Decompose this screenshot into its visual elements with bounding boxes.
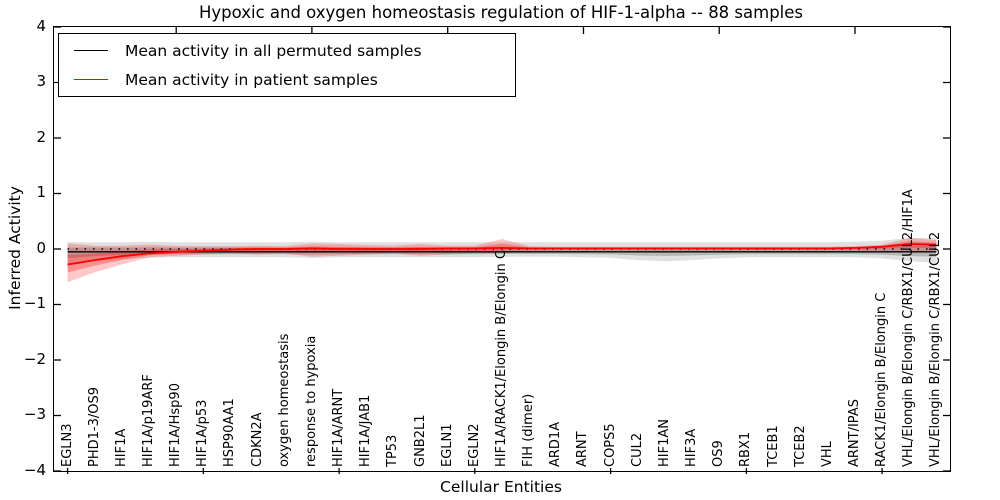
x-tick-label: GNB2L1	[412, 414, 428, 467]
x-tick-label: CDKN2A	[249, 412, 265, 467]
x-tick-label: OS9	[711, 440, 727, 467]
x-tick-label: EGLN1	[439, 423, 455, 467]
y-tick-label: 2	[36, 127, 46, 146]
permuted-mean-line-swatch	[74, 50, 108, 51]
legend-item-patient: Mean activity in patient samples	[59, 69, 515, 91]
x-tick-label: EGLN3	[59, 423, 75, 467]
x-tick-label: RBX1	[738, 431, 754, 467]
x-tick-label: HIF1A	[113, 428, 129, 467]
x-tick-label: ARD1A	[548, 421, 564, 467]
y-tick-label: −3	[23, 405, 46, 423]
x-tick-label: ARNT	[575, 431, 591, 467]
x-tick-label: TCEB2	[792, 425, 808, 467]
x-tick-label: VHL/Elongin B/Elongin C/RBX1/CUL2/HIF1A	[901, 189, 917, 467]
patient-mean-line	[67, 243, 937, 266]
x-tick-label: PHD1-3/OS9	[86, 387, 102, 467]
x-tick-label: FIH (dimer)	[521, 393, 537, 467]
y-tick-label: 4	[36, 16, 46, 35]
y-tick-label: 3	[36, 72, 46, 90]
x-tick-label: HIF1AN	[656, 419, 672, 467]
patient-mean-line-swatch	[74, 79, 108, 80]
y-tick-label: −2	[23, 349, 46, 368]
x-tick-label: VHL	[819, 441, 835, 467]
legend-label-patient: Mean activity in patient samples	[125, 70, 378, 89]
legend: Mean activity in all permuted samples Me…	[58, 33, 516, 97]
x-tick-label: VHL/Elongin B/Elongin C/RBX1/CUL2	[928, 231, 944, 467]
x-tick-label: TCEB1	[765, 425, 781, 467]
x-tick-label: HIF3A	[684, 428, 700, 467]
x-tick-label: HIF1A/ARNT	[331, 388, 347, 467]
x-tick-label: HIF1A/JAB1	[358, 394, 374, 467]
x-tick-label: HIF1A/p53	[195, 399, 211, 467]
legend-label-permuted: Mean activity in all permuted samples	[125, 41, 422, 60]
x-tick-label: ARNT/IPAS	[846, 399, 862, 467]
x-tick-label: response to hypoxia	[303, 335, 319, 467]
x-axis-label: Cellular Entities	[440, 478, 562, 496]
x-tick-label: TP53	[385, 434, 401, 467]
x-tick-label: EGLN2	[466, 423, 482, 467]
y-tick-label: 0	[36, 238, 46, 257]
legend-item-permuted: Mean activity in all permuted samples	[59, 40, 515, 62]
x-tick-label: CUL2	[629, 432, 645, 467]
x-tick-label: RACK1/Elongin B/Elongin C	[874, 292, 890, 467]
y-tick-label: −1	[23, 294, 46, 312]
x-tick-label: COPS5	[602, 423, 618, 467]
x-tick-label: HIF1A/RACK1/Elongin B/Elongin C	[494, 250, 509, 467]
chart-canvas	[54, 26, 950, 474]
x-tick-label: HIF1A/p19ARF	[141, 374, 157, 467]
x-tick-label: oxygen homeostasis	[276, 333, 292, 467]
y-tick-label: −4	[23, 460, 46, 479]
x-tick-label: HIF1A/Hsp90	[168, 383, 184, 467]
y-tick-label: 1	[36, 183, 46, 201]
chart-title: Hypoxic and oxygen homeostasis regulatio…	[198, 3, 804, 22]
plot-area: EGLN3 PHD1-3/OS9 HIF1A HIF1A/p19ARF HIF1A/Hs…	[53, 26, 951, 474]
x-tick-label: HSP90AA1	[222, 398, 238, 467]
